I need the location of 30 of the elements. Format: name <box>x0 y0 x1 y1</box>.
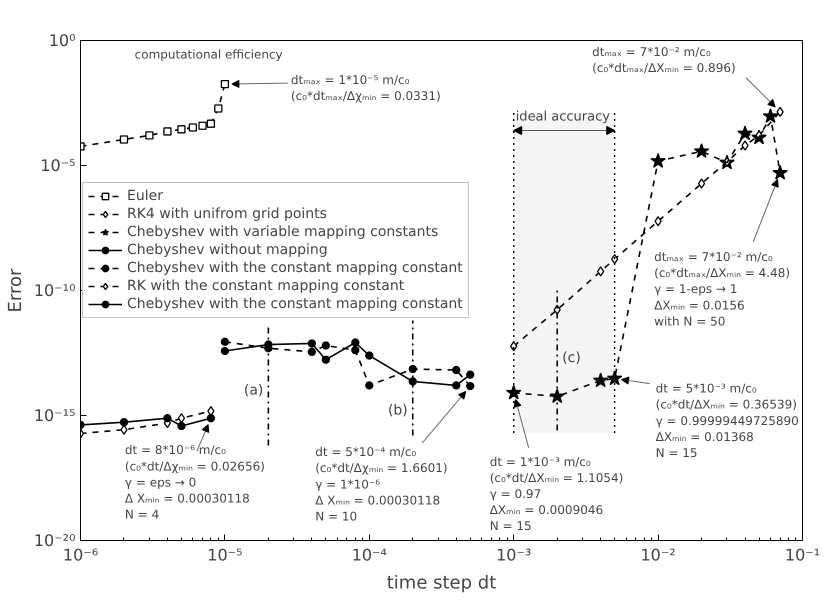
legend-label: Chebyshev with the constant mapping constant <box>127 296 463 312</box>
legend-label: Chebyshev with variable mapping constants <box>127 224 438 240</box>
legend-label: RK with the constant mapping constant <box>127 278 404 294</box>
annotation: dt = 8*10⁻⁶ m/c₀ (c₀*dt/Δχₘᵢₙ = 0.02656) γ = eps → 0 Δ Xₘᵢₙ = 0.00030118 N = 4 <box>124 443 265 522</box>
y-tick-label: 10⁻¹⁰ <box>34 281 76 300</box>
annotation: dtₘₐₓ = 7*10⁻² m/c₀ (c₀*dtₘₐₓ/ΔXₘᵢₙ = 0.896) <box>592 44 736 75</box>
x-tick-label: 10⁻² <box>640 546 676 564</box>
y-tick-label: 10⁰ <box>48 31 76 50</box>
x-tick-label: 10⁻⁵ <box>207 546 243 564</box>
y-axis-title: Error <box>4 268 26 312</box>
ref-line-label: (c) <box>562 350 581 366</box>
ref-line-label: (a) <box>244 382 264 398</box>
band-label: ideal accuracy <box>516 110 610 124</box>
x-tick-label: 10⁻⁴ <box>352 546 387 564</box>
x-tick-label: 10⁻³ <box>496 546 532 564</box>
annotation: dt = 5*10⁻⁴ m/c₀ (c₀*dt/Δχₘᵢₙ = 1.6601) γ = 1*10⁻⁶ Δ Xₘᵢₙ = 0.00030118 N = 10 <box>315 445 448 524</box>
x-tick-label: 10⁻¹ <box>784 546 820 564</box>
y-tick-label: 10⁻⁵ <box>40 156 76 175</box>
x-axis-title: time step dt <box>386 572 496 594</box>
annotation: dt = 5*10⁻³ m/c₀ (c₀*dt/ΔXₘᵢₙ = 0.36539) γ = 0.99999449725890 ΔXₘᵢₙ = 0.01368 N = 15 <box>656 382 799 460</box>
legend-label: Euler <box>127 188 163 204</box>
y-tick-label: 10⁻¹⁵ <box>34 406 76 425</box>
legend-label: RK4 with unifrom grid points <box>127 206 327 222</box>
annotation: dtₘₐₓ = 7*10⁻² m/c₀ (c₀*dtₘₐₓ/ΔXₘᵢₙ = 4.48) γ = 1-eps → 1 ΔXₘᵢₙ = 0.0156 with N = 50 <box>654 250 790 328</box>
legend-label: Chebyshev without mapping <box>127 242 328 258</box>
legend-label: Chebyshev with the constant mapping constant <box>127 260 463 276</box>
ref-line-label: (b) <box>388 402 408 418</box>
annotation: computational efficiency <box>134 48 283 62</box>
annotation: dtₘₐₓ = 1*10⁻⁵ m/c₀ (c₀*dtₘₐₓ/Δχₘᵢₙ = 0.0331) <box>290 73 441 104</box>
annotation: dt = 1*10⁻³ m/c₀ (c₀*dt/ΔXₘᵢₙ = 1.1054) γ = 0.97 ΔXₘᵢₙ = 0.0009046 N = 15 <box>490 454 624 534</box>
